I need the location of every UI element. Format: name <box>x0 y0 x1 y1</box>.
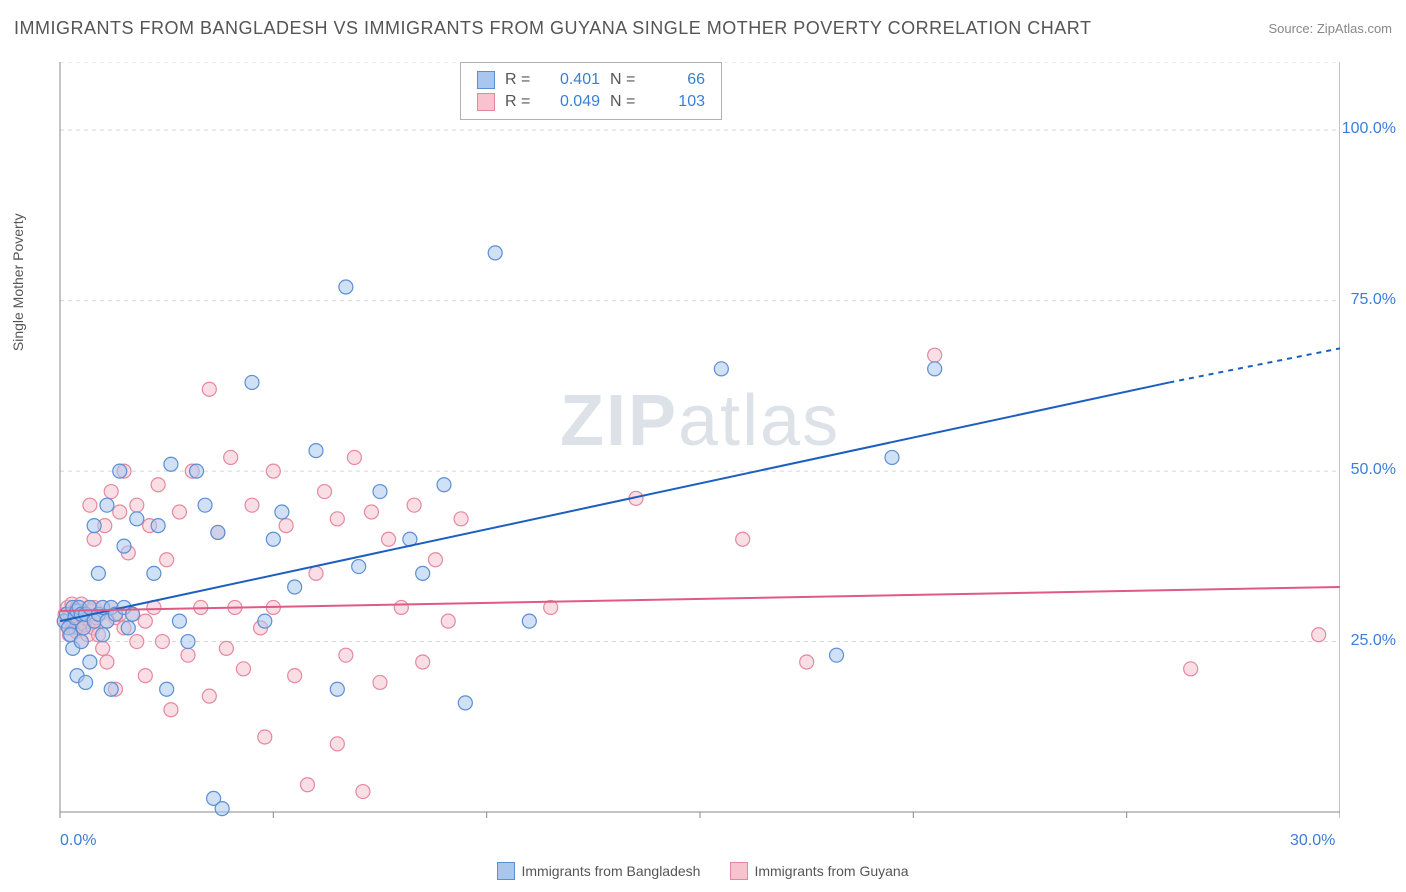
stat-n-value: 66 <box>650 71 705 89</box>
y-tick-label: 75.0% <box>1351 291 1396 309</box>
swatch-icon <box>477 71 495 89</box>
chart-title: IMMIGRANTS FROM BANGLADESH VS IMMIGRANTS… <box>14 18 1091 39</box>
chart-header: IMMIGRANTS FROM BANGLADESH VS IMMIGRANTS… <box>14 18 1392 39</box>
scatter-chart <box>50 62 1340 842</box>
chart-area <box>50 62 1340 842</box>
legend-label: Immigrants from Bangladesh <box>521 863 700 879</box>
swatch-icon <box>730 862 748 880</box>
x-tick-label: 30.0% <box>1290 832 1335 850</box>
swatch-icon <box>477 93 495 111</box>
legend-label: Immigrants from Guyana <box>754 863 908 879</box>
y-axis-label: Single Mother Poverty <box>10 213 26 351</box>
bottom-legend: Immigrants from Bangladesh Immigrants fr… <box>0 862 1406 880</box>
stat-r-value: 0.401 <box>545 71 600 89</box>
stat-r-value: 0.049 <box>545 93 600 111</box>
y-tick-label: 50.0% <box>1351 461 1396 479</box>
chart-source: Source: ZipAtlas.com <box>1268 21 1392 36</box>
stat-n-label: N = <box>610 71 640 89</box>
legend-item-bangladesh: Immigrants from Bangladesh <box>497 862 700 880</box>
stat-r-label: R = <box>505 71 535 89</box>
y-tick-label: 25.0% <box>1351 632 1396 650</box>
stat-r-label: R = <box>505 93 535 111</box>
legend-item-guyana: Immigrants from Guyana <box>730 862 908 880</box>
y-tick-label: 100.0% <box>1342 120 1396 138</box>
swatch-icon <box>497 862 515 880</box>
stat-n-value: 103 <box>650 93 705 111</box>
stats-row-bangladesh: R = 0.401 N = 66 <box>477 69 705 91</box>
x-tick-label: 0.0% <box>60 832 96 850</box>
stats-legend-box: R = 0.401 N = 66 R = 0.049 N = 103 <box>460 62 722 120</box>
stat-n-label: N = <box>610 93 640 111</box>
stats-row-guyana: R = 0.049 N = 103 <box>477 91 705 113</box>
